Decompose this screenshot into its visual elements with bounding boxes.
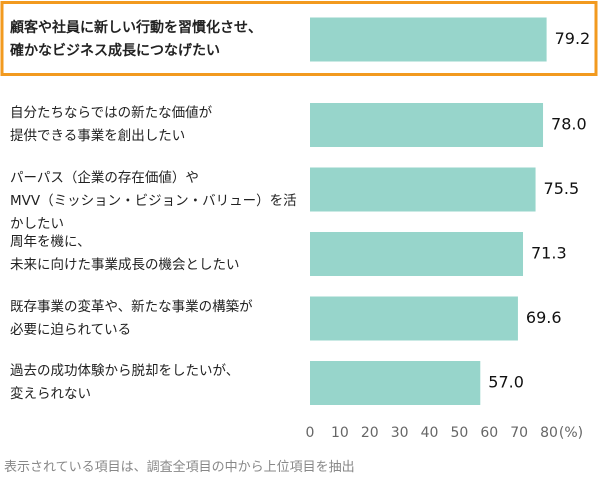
category-label: 顧客や社員に新しい行動を習慣化させ、 確かなビジネス成長につなげたい bbox=[10, 19, 262, 59]
value-label: 57.0 bbox=[488, 373, 524, 392]
value-label: 69.6 bbox=[526, 308, 562, 327]
x-unit-label: (%) bbox=[559, 425, 583, 441]
value-label: 78.0 bbox=[551, 115, 587, 134]
footnote: 表示されている項目は、調査全項目の中から上位項目を抽出 bbox=[4, 460, 355, 475]
x-tick-label: 50 bbox=[450, 425, 468, 441]
category-label: 自分たちならではの新たな価値が 提供できる事業を創出したい bbox=[10, 105, 213, 144]
x-tick-label: 40 bbox=[421, 425, 439, 441]
bar bbox=[310, 361, 481, 405]
category-label: パーパス（企業の存在価値）や MVV（ミッション・ビジョン・バリュー）を活かした… bbox=[10, 169, 297, 232]
bar bbox=[310, 296, 518, 341]
x-tick-label: 20 bbox=[361, 425, 379, 441]
category-label: 過去の成功体験から脱却をしたいが、 変えられない bbox=[10, 363, 240, 402]
category-label: 既存事業の変革や、新たな事業の構築が 必要に迫られている bbox=[10, 298, 253, 338]
highlight-box bbox=[0, 1, 598, 76]
value-label: 79.2 bbox=[555, 29, 591, 48]
value-label: 75.5 bbox=[544, 179, 580, 198]
x-tick-label: 70 bbox=[510, 425, 528, 441]
bar bbox=[310, 103, 544, 147]
category-label: 周年を機に、 未来に向けた事業成長の機会としたい bbox=[10, 234, 240, 273]
x-tick-label: 30 bbox=[391, 425, 409, 441]
x-tick-label: 0 bbox=[306, 425, 315, 441]
value-label: 71.3 bbox=[531, 244, 567, 263]
x-tick-label: 60 bbox=[480, 425, 498, 441]
bar bbox=[310, 232, 524, 276]
bar bbox=[310, 17, 547, 62]
bar bbox=[310, 167, 536, 212]
x-tick-label: 10 bbox=[331, 425, 349, 441]
x-tick-label: 80 bbox=[540, 425, 558, 441]
